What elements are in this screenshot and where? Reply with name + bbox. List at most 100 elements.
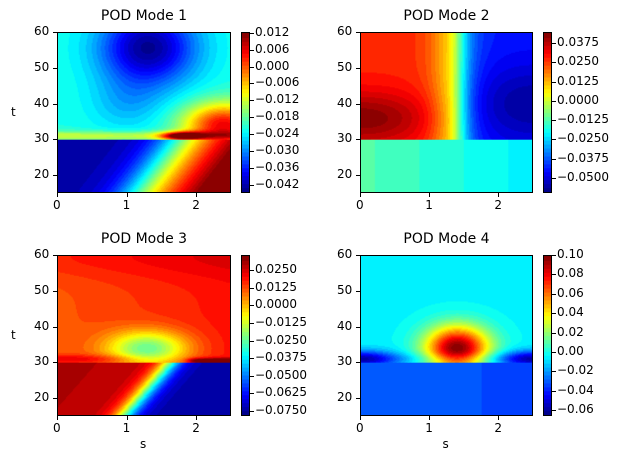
y-tick-mark <box>356 326 360 328</box>
y-tick-mark <box>356 175 360 177</box>
y-axis-label: t <box>11 327 16 342</box>
colorbar-tick-mark <box>250 375 254 377</box>
colorbar-tick-label: −0.0625 <box>255 385 308 400</box>
x-tick-label: 1 <box>122 421 131 435</box>
y-tick-mark <box>356 398 360 400</box>
colorbar-tick-label: −0.04 <box>557 382 594 397</box>
y-tick-mark <box>53 255 57 256</box>
y-tick-mark <box>356 67 360 69</box>
colorbar-tick-mark <box>250 49 254 51</box>
colorbar-tick-label: 0.02 <box>557 324 584 339</box>
heatmap-axes <box>57 255 231 416</box>
colorbar-tick-mark <box>552 120 556 122</box>
colorbar-tick-label: 0.06 <box>557 285 584 300</box>
colorbar-tick-mark <box>552 81 556 83</box>
y-tick-label: 30 <box>34 131 50 146</box>
colorbar-tick-mark <box>552 62 556 64</box>
y-tick-mark <box>356 290 360 292</box>
colorbar-tick-mark <box>250 83 254 85</box>
x-axis-label: s <box>442 437 449 451</box>
colorbar-tick-label: 0.10 <box>557 247 584 261</box>
colorbar-tick-mark <box>552 390 556 392</box>
colorbar-tick-mark <box>552 158 556 160</box>
y-tick-label: 60 <box>337 24 353 38</box>
colorbar-gradient <box>242 256 249 415</box>
x-tick-label: 0 <box>53 198 61 212</box>
colorbar-tick-mark <box>250 167 254 169</box>
colorbar-tick-label: −0.0250 <box>255 332 308 347</box>
x-tick-label: 0 <box>356 198 364 212</box>
y-tick-mark <box>356 362 360 364</box>
colorbar-tick-mark <box>250 32 254 34</box>
x-tick-mark <box>57 416 58 420</box>
x-tick-label: 2 <box>494 198 503 212</box>
colorbar-tick-mark <box>552 351 556 353</box>
y-tick-label: 40 <box>337 318 353 333</box>
x-tick-mark <box>498 416 500 420</box>
y-tick-label: 40 <box>337 95 353 110</box>
colorbar-tick-mark <box>250 358 254 360</box>
colorbar-tick-mark <box>250 100 254 102</box>
y-tick-label: 50 <box>337 59 353 74</box>
y-tick-mark <box>53 139 57 141</box>
x-tick-mark <box>360 416 361 420</box>
colorbar-tick-label: −0.02 <box>557 363 594 378</box>
colorbar-tick-label: 0.0125 <box>255 279 297 294</box>
colorbar-tick-label: −0.036 <box>255 159 300 174</box>
y-tick-label: 30 <box>337 354 353 369</box>
y-tick-label: 20 <box>337 390 353 405</box>
colorbar-tick-mark <box>250 322 254 324</box>
colorbar-tick-label: 0.0125 <box>557 73 599 88</box>
x-tick-label: 2 <box>494 421 503 435</box>
colorbar-tick-mark <box>250 133 254 135</box>
colorbar <box>543 32 552 193</box>
y-tick-label: 40 <box>34 95 50 110</box>
heatmap-field <box>361 33 532 192</box>
colorbar-tick-label: 0.0250 <box>557 54 599 69</box>
colorbar-tick-label: −0.012 <box>255 92 300 107</box>
colorbar-tick-mark <box>250 305 254 307</box>
colorbar-tick-label: −0.0125 <box>255 314 308 329</box>
colorbar-tick-mark <box>250 66 254 68</box>
x-tick-mark <box>196 416 198 420</box>
y-tick-label: 20 <box>34 167 50 182</box>
colorbar-tick-mark <box>250 150 254 152</box>
y-tick-mark <box>53 398 57 400</box>
colorbar-tick-mark <box>250 340 254 342</box>
colorbar-tick-mark <box>250 270 254 272</box>
heatmap-axes <box>57 32 231 193</box>
y-tick-mark <box>53 326 57 328</box>
colorbar-gradient <box>544 256 551 415</box>
colorbar-tick-mark <box>250 184 254 186</box>
x-tick-label: 2 <box>192 198 200 212</box>
colorbar-tick-label: 0.04 <box>557 305 584 320</box>
colorbar-tick-label: 0.0000 <box>557 92 599 107</box>
colorbar-tick-mark <box>552 332 556 334</box>
colorbar-tick-mark <box>552 410 556 412</box>
colorbar-tick-mark <box>552 293 556 295</box>
colorbar-tick-label: 0.000 <box>255 58 290 73</box>
colorbar-tick-mark <box>552 139 556 141</box>
y-tick-label: 20 <box>337 167 353 182</box>
y-tick-mark <box>53 67 57 69</box>
colorbar-tick-label: 0.08 <box>557 266 584 281</box>
axes-title: POD Mode 2 <box>403 8 490 24</box>
x-tick-mark <box>498 193 500 197</box>
y-tick-mark <box>53 32 57 33</box>
colorbar-tick-label: −0.024 <box>255 125 300 140</box>
x-axis-label: s <box>140 437 147 451</box>
colorbar-tick-mark <box>552 274 556 276</box>
y-tick-mark <box>53 362 57 364</box>
colorbar-tick-mark <box>552 100 556 102</box>
colorbar-tick-label: −0.0375 <box>255 350 308 365</box>
y-tick-mark <box>356 103 360 105</box>
colorbar-tick-label: 0.0000 <box>255 297 297 312</box>
y-tick-mark <box>53 175 57 177</box>
heatmap-field <box>58 33 230 192</box>
colorbar-tick-mark <box>250 117 254 119</box>
colorbar-tick-label: 0.0250 <box>255 262 297 277</box>
colorbar-tick-mark <box>552 255 556 256</box>
y-tick-label: 50 <box>34 282 50 297</box>
colorbar-tick-label: −0.018 <box>255 109 300 124</box>
y-tick-mark <box>356 139 360 141</box>
